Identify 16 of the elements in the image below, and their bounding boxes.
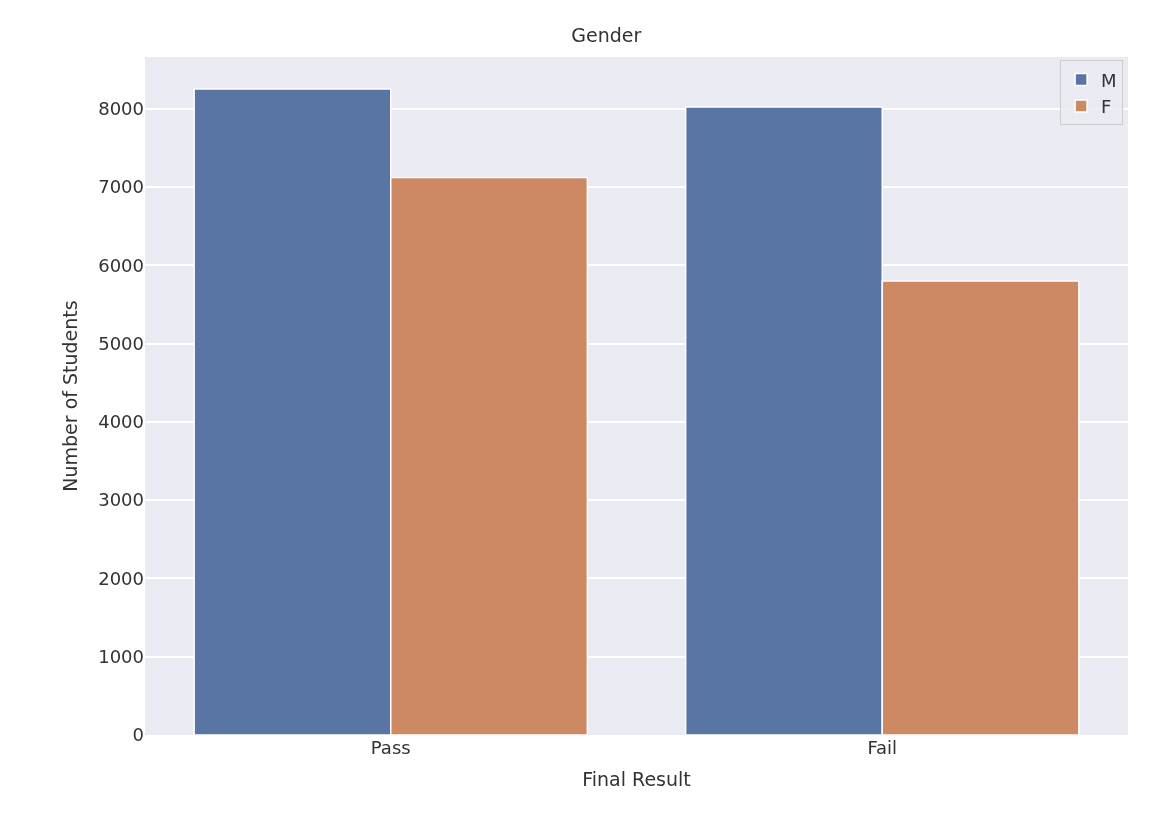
y-tick-label: 1000 <box>98 646 144 668</box>
y-tick-label: 8000 <box>98 97 144 119</box>
chart-title: Gender <box>571 24 642 47</box>
y-tick-label: 7000 <box>98 176 144 198</box>
y-tick-label: 6000 <box>98 254 144 276</box>
x-tick-label: Pass <box>370 737 411 758</box>
y-tick-label: 0 <box>132 724 144 746</box>
y-tick-label: 4000 <box>98 411 144 433</box>
legend-label: M <box>1101 69 1117 91</box>
x-axis-title: Final Result <box>582 767 691 790</box>
y-axis-title: Number of Students <box>59 300 82 492</box>
y-tick-label: 3000 <box>98 489 144 511</box>
y-tick-label: 5000 <box>98 332 144 354</box>
legend-label: F <box>1101 96 1112 118</box>
y-tick-label: 2000 <box>98 567 144 589</box>
x-tick-label: Fail <box>867 737 898 758</box>
